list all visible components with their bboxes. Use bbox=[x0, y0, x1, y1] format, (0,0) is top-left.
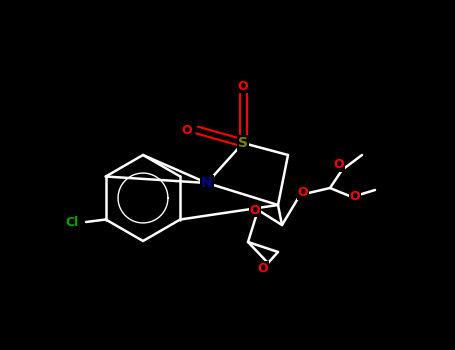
Text: O: O bbox=[182, 124, 192, 136]
Text: N: N bbox=[201, 176, 213, 190]
Text: S: S bbox=[238, 136, 248, 150]
Text: O: O bbox=[350, 190, 360, 203]
Text: O: O bbox=[298, 187, 308, 199]
Text: O: O bbox=[258, 261, 268, 274]
Text: O: O bbox=[334, 159, 344, 172]
Text: Cl: Cl bbox=[66, 216, 79, 229]
Text: O: O bbox=[250, 203, 260, 217]
Text: O: O bbox=[238, 79, 248, 92]
